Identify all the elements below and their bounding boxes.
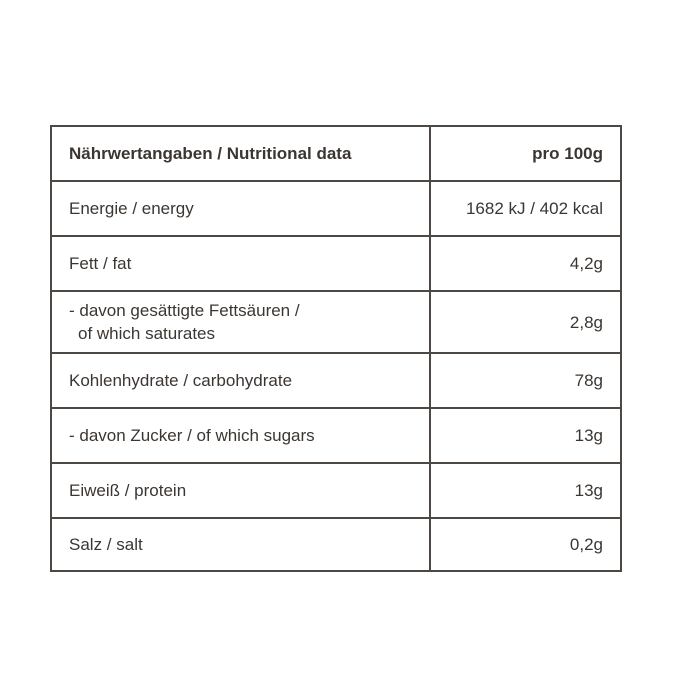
table-row: Kohlenhydrate / carbohydrate 78g — [50, 352, 622, 409]
row-value: 2,8g — [429, 290, 622, 354]
row-label: Salz / salt — [50, 517, 431, 572]
table-row: Eiweiß / protein 13g — [50, 462, 622, 519]
row-label: - davon Zucker / of which sugars — [50, 407, 431, 464]
row-value: 0,2g — [429, 517, 622, 572]
row-value: 13g — [429, 407, 622, 464]
table-row: Salz / salt 0,2g — [50, 517, 622, 572]
row-label-line2: of which saturates — [78, 324, 216, 343]
table-row: Fett / fat 4,2g — [50, 235, 622, 292]
row-value: 1682 kJ / 402 kcal — [429, 180, 622, 237]
table-row: - davon gesättigte Fettsäuren / of which … — [50, 290, 622, 354]
row-label-line1: - davon gesättigte Fettsäuren / — [69, 301, 300, 320]
header-value: pro 100g — [429, 125, 622, 182]
table-header-row: Nährwertangaben / Nutritional data pro 1… — [50, 125, 622, 182]
nutrition-table: Nährwertangaben / Nutritional data pro 1… — [50, 125, 622, 572]
row-label: Fett / fat — [50, 235, 431, 292]
row-value: 13g — [429, 462, 622, 519]
row-value: 78g — [429, 352, 622, 409]
header-label: Nährwertangaben / Nutritional data — [50, 125, 431, 182]
row-label: Energie / energy — [50, 180, 431, 237]
row-label: - davon gesättigte Fettsäuren / of which … — [50, 290, 431, 354]
row-label: Eiweiß / protein — [50, 462, 431, 519]
row-label: Kohlenhydrate / carbohydrate — [50, 352, 431, 409]
row-value: 4,2g — [429, 235, 622, 292]
table-row: - davon Zucker / of which sugars 13g — [50, 407, 622, 464]
table-row: Energie / energy 1682 kJ / 402 kcal — [50, 180, 622, 237]
